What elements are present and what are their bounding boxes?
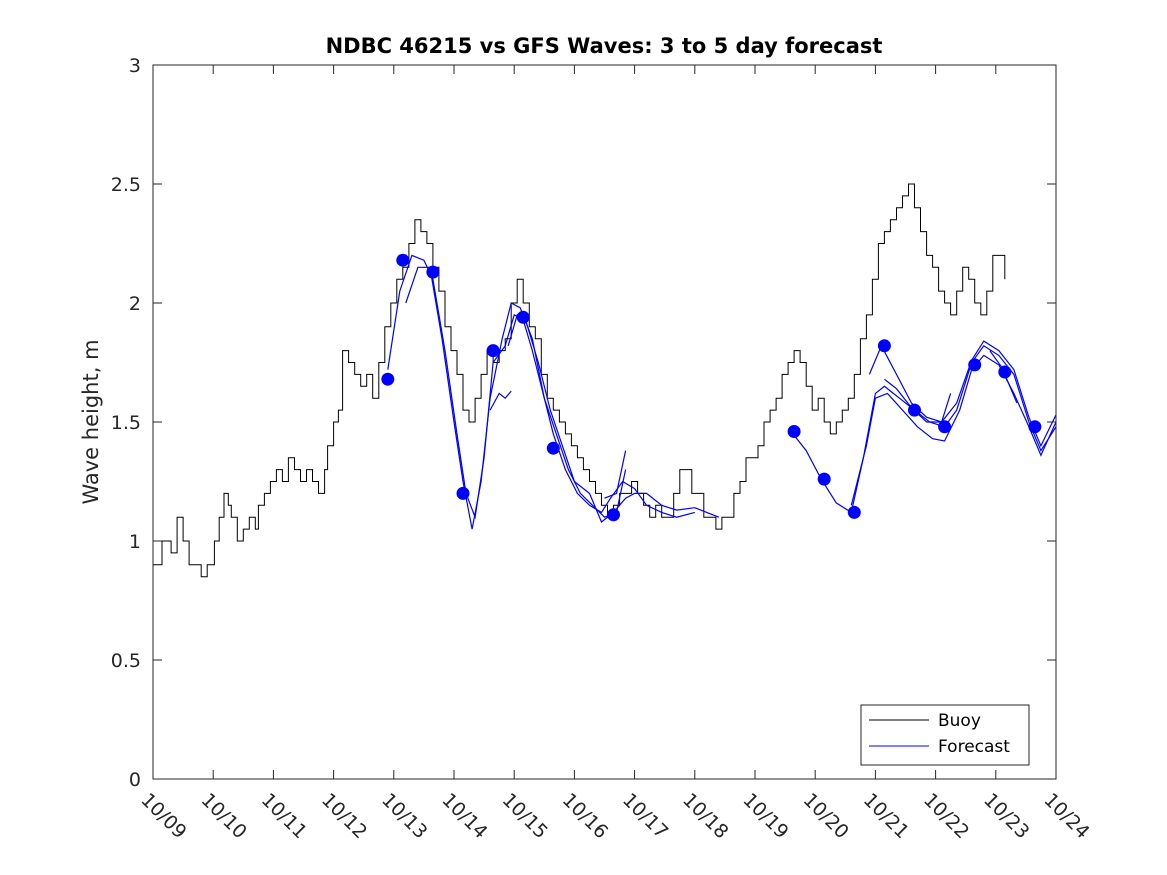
forecast-point-7 — [607, 508, 620, 522]
forecast-point-11 — [877, 339, 891, 353]
plot-area — [153, 65, 1056, 779]
y-tick-label-5: 2.5 — [111, 174, 141, 196]
forecast-run-line-1 — [405, 266, 627, 530]
forecast-point-0 — [381, 372, 395, 386]
forecast-point-12 — [908, 403, 921, 417]
forecast-point-15 — [998, 365, 1012, 379]
forecast-point-13 — [938, 420, 952, 434]
legend: Buoy Forecast — [860, 704, 1030, 766]
forecast-run-line-0 — [387, 254, 695, 520]
forecast-run-line-8 — [884, 378, 952, 423]
forecast-point-16 — [1028, 420, 1042, 434]
buoy-series — [153, 183, 1006, 578]
chart-title: NDBC 46215 vs GFS Waves: 3 to 5 day fore… — [326, 34, 883, 58]
forecast-point-1 — [396, 253, 410, 267]
forecast-run-line-5 — [790, 344, 1057, 514]
y-tick-label-6: 3 — [129, 55, 141, 77]
y-tick-label-4: 2 — [129, 293, 141, 315]
forecast-run-line-6 — [850, 354, 1057, 506]
forecast-markers — [381, 253, 1042, 522]
y-tick-label-3: 1.5 — [111, 412, 141, 434]
axis-ticks — [152, 64, 1057, 780]
legend-buoy-label: Buoy — [938, 711, 981, 731]
forecast-run-line-4 — [604, 450, 627, 499]
forecast-point-3 — [456, 486, 470, 500]
forecast-point-2 — [426, 265, 440, 279]
forecast-point-10 — [847, 505, 861, 519]
forecast-point-8 — [787, 425, 801, 438]
y-tick-label-0: 0 — [129, 769, 141, 791]
forecast-point-9 — [817, 472, 831, 486]
forecast-run-line-2 — [489, 390, 512, 411]
legend-box — [860, 704, 1030, 766]
forecast-point-6 — [546, 441, 560, 455]
forecast-point-4 — [486, 344, 500, 358]
forecast-run-line-7 — [868, 340, 1057, 448]
legend-forecast-label: Forecast — [938, 737, 1010, 757]
forecast-point-5 — [516, 310, 530, 324]
buoy-line — [153, 183, 1006, 578]
y-tick-labels: 0 0.5 1 1.5 2 2.5 3 — [111, 55, 141, 791]
y-axis-label: Wave height, m — [79, 339, 103, 504]
y-tick-label-2: 1 — [129, 531, 141, 553]
forecast-point-14 — [968, 358, 982, 372]
y-tick-label-1: 0.5 — [111, 650, 141, 672]
